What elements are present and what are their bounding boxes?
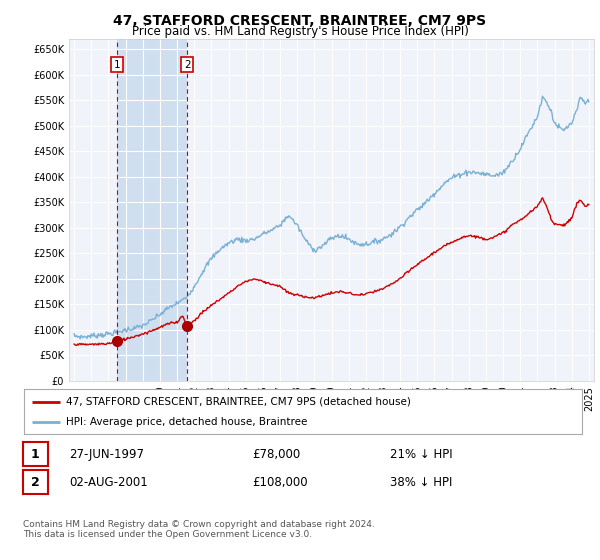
Text: Price paid vs. HM Land Registry's House Price Index (HPI): Price paid vs. HM Land Registry's House … — [131, 25, 469, 38]
Text: 02-AUG-2001: 02-AUG-2001 — [69, 475, 148, 489]
Text: 47, STAFFORD CRESCENT, BRAINTREE, CM7 9PS: 47, STAFFORD CRESCENT, BRAINTREE, CM7 9P… — [113, 14, 487, 28]
Text: 47, STAFFORD CRESCENT, BRAINTREE, CM7 9PS (detached house): 47, STAFFORD CRESCENT, BRAINTREE, CM7 9P… — [66, 396, 411, 407]
Text: £78,000: £78,000 — [252, 447, 300, 461]
Text: HPI: Average price, detached house, Braintree: HPI: Average price, detached house, Brai… — [66, 417, 307, 427]
Text: Contains HM Land Registry data © Crown copyright and database right 2024.
This d: Contains HM Land Registry data © Crown c… — [23, 520, 374, 539]
Text: 1: 1 — [113, 60, 120, 69]
Text: 27-JUN-1997: 27-JUN-1997 — [69, 447, 144, 461]
Text: 21% ↓ HPI: 21% ↓ HPI — [390, 447, 452, 461]
Text: 38% ↓ HPI: 38% ↓ HPI — [390, 475, 452, 489]
Text: 1: 1 — [31, 447, 40, 461]
Bar — [117, 39, 187, 381]
Text: £108,000: £108,000 — [252, 475, 308, 489]
Text: 2: 2 — [184, 60, 191, 69]
Text: 2: 2 — [31, 475, 40, 489]
